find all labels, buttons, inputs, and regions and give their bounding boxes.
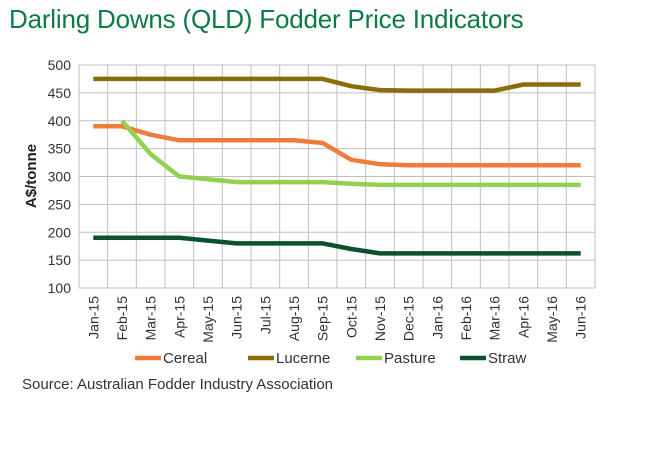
legend-label-pasture: Pasture <box>384 350 436 367</box>
y-tick-label: 450 <box>48 85 72 101</box>
chart-title: Darling Downs (QLD) Fodder Price Indicat… <box>9 4 524 34</box>
y-axis-ticks: 100 150 200 250 300 350 400 450 500 <box>48 57 72 296</box>
x-tick-label: Jun-16 <box>573 296 589 339</box>
x-tick-label: Feb-15 <box>114 296 130 341</box>
x-tick-label: Mar-16 <box>487 296 503 341</box>
x-tick-label: Sep-15 <box>315 296 331 341</box>
y-tick-label: 350 <box>48 141 72 157</box>
series-lines <box>93 76 581 256</box>
legend-label-lucerne: Lucerne <box>276 350 330 367</box>
x-tick-label: Jul-15 <box>257 296 273 334</box>
y-tick-label: 500 <box>48 57 72 73</box>
x-tick-label: Aug-15 <box>286 296 302 341</box>
series-line-straw <box>93 235 581 256</box>
x-tick-label: Oct-15 <box>343 296 359 338</box>
y-tick-label: 150 <box>48 252 72 268</box>
x-tick-label: May-15 <box>200 296 216 343</box>
legend: Cereal Lucerne Pasture Straw <box>135 350 527 367</box>
y-tick-label: 250 <box>48 196 72 212</box>
legend-label-straw: Straw <box>488 350 527 367</box>
series-line-pasture <box>120 119 581 188</box>
x-tick-label: Dec-15 <box>401 296 417 341</box>
y-tick-label: 100 <box>48 280 72 296</box>
x-tick-label: Jun-15 <box>229 296 245 339</box>
y-tick-label: 300 <box>48 169 72 185</box>
x-tick-label: Apr-16 <box>515 296 531 338</box>
y-tick-label: 400 <box>48 113 72 129</box>
y-axis-label: A$/tonne <box>23 144 40 208</box>
x-tick-label: May-16 <box>544 296 560 343</box>
x-tick-label: Nov-15 <box>372 296 388 341</box>
source-note: Source: Australian Fodder Industry Assoc… <box>22 376 334 393</box>
x-tick-label: Jan-15 <box>85 296 101 339</box>
legend-label-cereal: Cereal <box>163 350 207 367</box>
x-axis-ticks: Jan-15 Feb-15 Mar-15 Apr-15 May-15 Jun-15 Jul-… <box>85 296 588 343</box>
x-tick-label: Feb-16 <box>458 296 474 341</box>
x-tick-label: Apr-15 <box>171 296 187 338</box>
y-tick-label: 200 <box>48 224 72 240</box>
x-tick-label: Jan-16 <box>429 296 445 339</box>
series-line-cereal <box>93 124 581 168</box>
series-line-lucerne <box>93 76 581 93</box>
x-tick-label: Mar-15 <box>143 296 159 341</box>
